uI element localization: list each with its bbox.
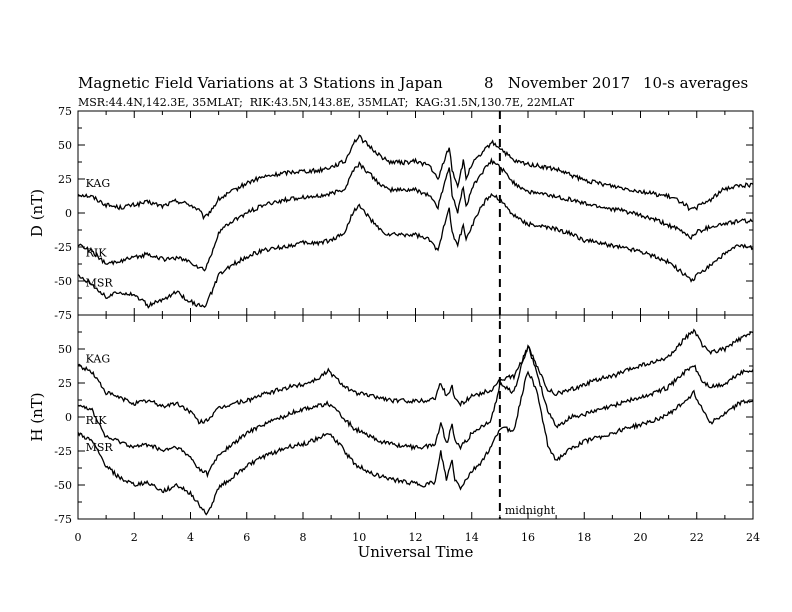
y-tick-label: 75 <box>58 105 72 118</box>
x-axis: 0 2 4 6 8 10 12 14 16 18 20 22 24 <box>75 531 761 544</box>
chart-averaging: 10-s averages <box>643 74 748 92</box>
station-label-kag: KAG <box>86 353 111 366</box>
station-label-kag: KAG <box>86 177 111 190</box>
station-label-msr: MSR <box>86 441 114 454</box>
x-tick-label: 20 <box>634 531 648 544</box>
x-tick-label: 12 <box>409 531 423 544</box>
x-tick-label: 2 <box>131 531 138 544</box>
chart-subtitle: MSR:44.4N,142.3E, 35MLAT; RIK:43.5N,143.… <box>78 96 575 109</box>
x-tick-label: 8 <box>300 531 307 544</box>
x-tick-label: 14 <box>465 531 479 544</box>
series-line-msr <box>77 370 754 516</box>
series-line-msr <box>77 192 754 309</box>
panel-frame <box>77 314 754 520</box>
y-tick-label: 0 <box>65 207 72 220</box>
x-tick-label: 0 <box>75 531 82 544</box>
y-tick-label: -50 <box>54 275 72 288</box>
x-tick-label: 4 <box>187 531 194 544</box>
y-tick-label: -25 <box>54 241 72 254</box>
y-tick-label: 50 <box>58 139 72 152</box>
series-line-rik <box>77 157 753 272</box>
y-tick-label: -25 <box>54 445 72 458</box>
y-tick-label: 50 <box>58 343 72 356</box>
x-tick-label: 18 <box>577 531 591 544</box>
station-label-rik: RIK <box>86 414 108 427</box>
x-tick-label: 10 <box>352 531 366 544</box>
panel-frame <box>77 110 754 316</box>
y-axis-label: D (nT) <box>28 189 46 237</box>
series-line-kag <box>77 134 754 221</box>
d-component-panel: 75 50 25 0 -25 -50 -75 D (nT) KAG RIK MSR <box>28 105 754 322</box>
y-tick-label: -75 <box>54 513 72 526</box>
x-axis-label: Universal Time <box>358 543 474 561</box>
x-tick-label: 24 <box>746 531 760 544</box>
chart-date: 8 November 2017 <box>484 74 630 92</box>
y-tick-label: 25 <box>58 173 72 186</box>
series-line-rik <box>77 345 754 479</box>
x-tick-label: 16 <box>521 531 535 544</box>
midnight-label: midnight <box>505 504 556 517</box>
station-label-rik: RIK <box>86 247 108 260</box>
h-component-panel: 50 25 0 -25 -50 -75 H (nT) KAG RIK MSR <box>28 314 754 526</box>
chart-title: Magnetic Field Variations at 3 Stations … <box>78 74 443 92</box>
y-tick-label: 25 <box>58 377 72 390</box>
x-tick-label: 22 <box>690 531 704 544</box>
station-label-msr: MSR <box>86 276 114 289</box>
series-line-kag <box>77 328 754 425</box>
y-tick-label: -75 <box>54 309 72 322</box>
y-tick-label: 0 <box>65 411 72 424</box>
y-axis-label: H (nT) <box>28 392 46 441</box>
x-tick-label: 6 <box>243 531 250 544</box>
y-tick-label: -50 <box>54 479 72 492</box>
